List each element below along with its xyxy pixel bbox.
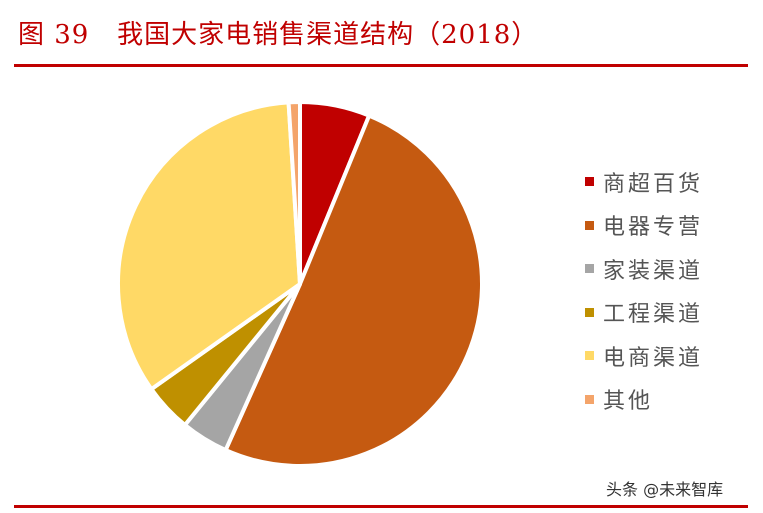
legend-item: 电商渠道 [585, 334, 703, 378]
legend-swatch [585, 351, 594, 361]
watermark: 头条 @未来智库 [606, 480, 724, 499]
pie-slice-5 [116, 100, 302, 392]
chart-legend: 商超百货 电器专营 家装渠道 工程渠道 电商渠道 其他 [585, 160, 703, 421]
legend-item: 工程渠道 [585, 291, 703, 335]
legend-item: 家装渠道 [585, 247, 703, 291]
legend-item: 电器专营 [585, 204, 703, 248]
pie-slice-2 [223, 113, 484, 468]
chart-title: 图 39 我国大家电销售渠道结构（2018） [18, 20, 539, 50]
legend-swatch [585, 264, 594, 274]
legend-label: 商超百货 [603, 171, 704, 197]
legend-label: 电器专营 [603, 215, 704, 241]
legend-label: 工程渠道 [603, 302, 704, 328]
legend-item: 其他 [585, 378, 703, 422]
legend-swatch [585, 220, 594, 230]
legend-item: 商超百货 [585, 160, 703, 204]
pie-slice-6 [286, 100, 302, 286]
legend-swatch [585, 177, 594, 187]
pie-slices [116, 100, 484, 468]
legend-label: 其他 [603, 389, 654, 415]
top-divider [14, 64, 748, 67]
legend-swatch [585, 394, 594, 404]
legend-label: 电商渠道 [603, 345, 704, 371]
legend-label: 家装渠道 [603, 258, 704, 284]
bottom-divider [14, 505, 748, 508]
legend-swatch [585, 307, 594, 317]
